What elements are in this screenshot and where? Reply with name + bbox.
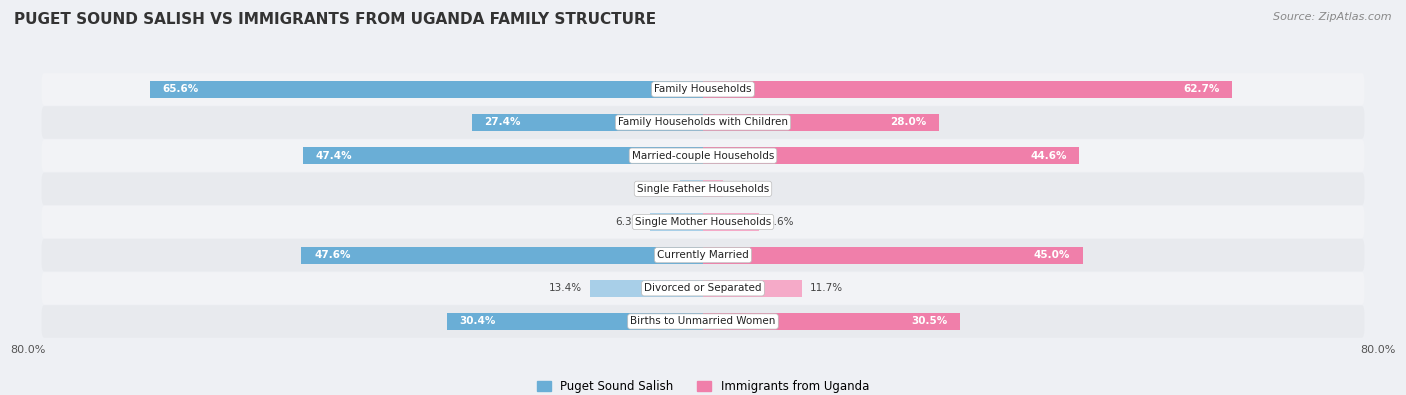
Text: 30.5%: 30.5% bbox=[911, 316, 948, 326]
Text: Divorced or Separated: Divorced or Separated bbox=[644, 283, 762, 293]
Text: 28.0%: 28.0% bbox=[890, 117, 927, 128]
Text: 2.4%: 2.4% bbox=[731, 184, 758, 194]
Text: Married-couple Households: Married-couple Households bbox=[631, 150, 775, 161]
Text: 13.4%: 13.4% bbox=[548, 283, 582, 293]
Text: PUGET SOUND SALISH VS IMMIGRANTS FROM UGANDA FAMILY STRUCTURE: PUGET SOUND SALISH VS IMMIGRANTS FROM UG… bbox=[14, 12, 657, 27]
Bar bbox=[703, 313, 960, 330]
Text: 47.4%: 47.4% bbox=[316, 150, 353, 161]
Text: 11.7%: 11.7% bbox=[810, 283, 844, 293]
FancyBboxPatch shape bbox=[42, 272, 1364, 305]
Text: Single Father Households: Single Father Households bbox=[637, 184, 769, 194]
Bar bbox=[304, 147, 703, 164]
FancyBboxPatch shape bbox=[42, 106, 1364, 139]
Text: 45.0%: 45.0% bbox=[1033, 250, 1070, 260]
FancyBboxPatch shape bbox=[42, 239, 1364, 271]
FancyBboxPatch shape bbox=[42, 139, 1364, 172]
Bar bbox=[703, 213, 759, 231]
FancyBboxPatch shape bbox=[42, 173, 1364, 205]
Bar bbox=[703, 81, 1232, 98]
Text: Source: ZipAtlas.com: Source: ZipAtlas.com bbox=[1274, 12, 1392, 22]
Text: Single Mother Households: Single Mother Households bbox=[636, 217, 770, 227]
FancyBboxPatch shape bbox=[42, 305, 1364, 338]
Text: 6.6%: 6.6% bbox=[768, 217, 793, 227]
Bar bbox=[650, 213, 703, 231]
Bar bbox=[681, 180, 703, 198]
Text: 30.4%: 30.4% bbox=[460, 316, 495, 326]
Text: 65.6%: 65.6% bbox=[162, 85, 198, 94]
Text: 27.4%: 27.4% bbox=[485, 117, 522, 128]
Bar bbox=[703, 246, 1083, 264]
Bar bbox=[703, 180, 723, 198]
FancyBboxPatch shape bbox=[42, 206, 1364, 238]
Bar bbox=[703, 114, 939, 131]
FancyBboxPatch shape bbox=[42, 73, 1364, 105]
Text: 6.3%: 6.3% bbox=[614, 217, 641, 227]
Bar bbox=[703, 147, 1080, 164]
Text: Family Households with Children: Family Households with Children bbox=[619, 117, 787, 128]
Bar bbox=[447, 313, 703, 330]
Legend: Puget Sound Salish, Immigrants from Uganda: Puget Sound Salish, Immigrants from Ugan… bbox=[537, 380, 869, 393]
Text: 47.6%: 47.6% bbox=[314, 250, 350, 260]
Bar bbox=[591, 280, 703, 297]
Bar bbox=[472, 114, 703, 131]
Bar bbox=[149, 81, 703, 98]
Text: 2.7%: 2.7% bbox=[645, 184, 672, 194]
Text: Family Households: Family Households bbox=[654, 85, 752, 94]
Bar bbox=[301, 246, 703, 264]
Text: Births to Unmarried Women: Births to Unmarried Women bbox=[630, 316, 776, 326]
Text: Currently Married: Currently Married bbox=[657, 250, 749, 260]
Text: 44.6%: 44.6% bbox=[1031, 150, 1067, 161]
Bar bbox=[703, 280, 801, 297]
Text: 62.7%: 62.7% bbox=[1182, 85, 1219, 94]
